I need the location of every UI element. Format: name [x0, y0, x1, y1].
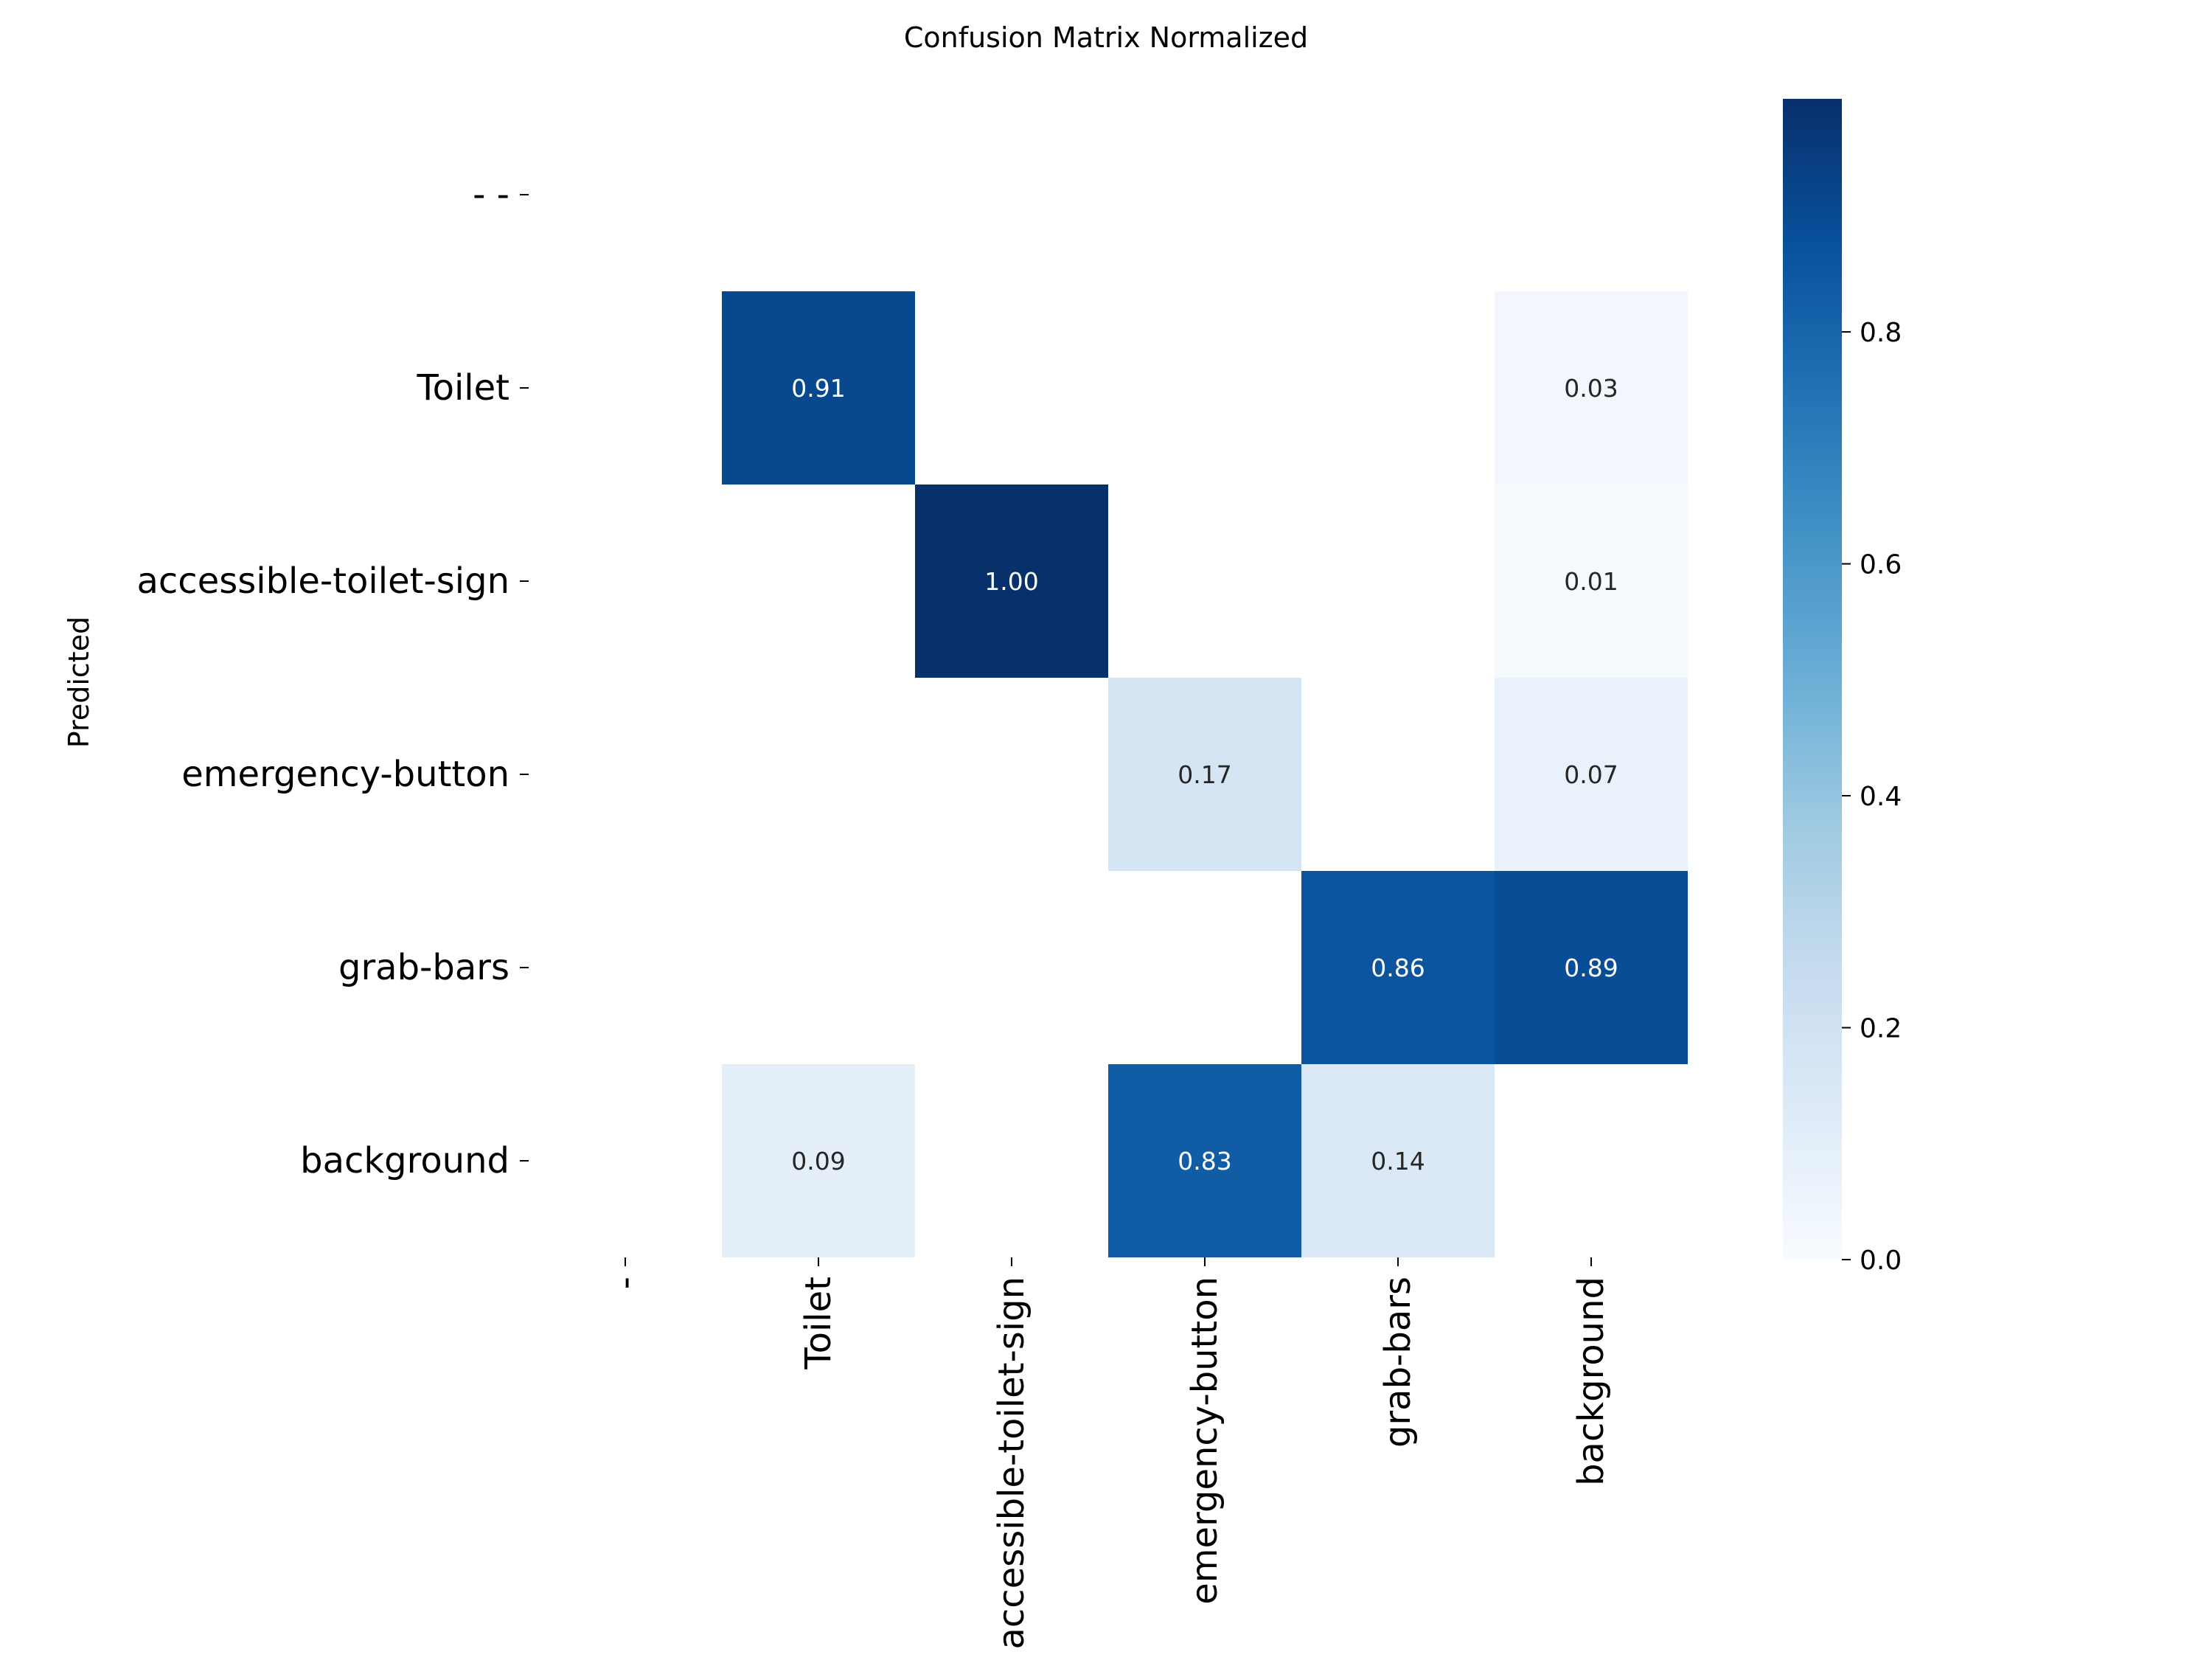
cell-value-label: 1.00: [984, 567, 1038, 596]
heatmap-cell: [1108, 678, 1301, 871]
y-tick-label: accessible-toilet-sign: [137, 560, 510, 602]
x-axis-ticks: - Toilet accessible-toilet-sign emergency-b…: [605, 1257, 1612, 1650]
x-tick-label: background: [1571, 1277, 1612, 1486]
cell-value-label: 0.17: [1178, 760, 1231, 789]
cell-value-label: 0.07: [1564, 760, 1618, 789]
cell-value-label: 0.09: [791, 1147, 845, 1176]
y-tick-label: - -: [473, 174, 509, 215]
heatmap-cell: [1495, 871, 1688, 1064]
heatmap-cell: [1495, 485, 1688, 678]
x-tick-label: grab-bars: [1377, 1277, 1419, 1448]
heatmap-cell: [722, 291, 915, 485]
chart-title: Confusion Matrix Normalized: [904, 21, 1308, 54]
colorbar-tick-label: 0.6: [1860, 550, 1902, 580]
heatmap-cell: [1301, 1064, 1495, 1257]
x-tick-label: accessible-toilet-sign: [991, 1277, 1032, 1650]
y-tick-label: background: [300, 1140, 509, 1181]
y-tick-label: grab-bars: [338, 947, 509, 988]
cell-value-label: 0.86: [1371, 954, 1425, 982]
x-tick-label: Toilet: [798, 1277, 839, 1370]
colorbar-tick-label: 0.8: [1860, 318, 1902, 348]
x-tick-label: -: [605, 1277, 646, 1289]
x-tick-label: emergency-button: [1184, 1277, 1225, 1605]
y-axis-ticks: - - Toilet accessible-toilet-sign emergency…: [137, 174, 529, 1181]
cell-value-label: 0.89: [1564, 954, 1618, 982]
colorbar-gradient: [1783, 99, 1842, 1260]
colorbar-tick-label: 0.4: [1860, 782, 1902, 812]
cell-value-label: 0.91: [791, 374, 845, 403]
heatmap-cell: [915, 485, 1108, 678]
heatmap-cell: [1495, 678, 1688, 871]
heatmap-cell: [722, 1064, 915, 1257]
heatmap-cell: [1495, 291, 1688, 485]
cell-value-label: 0.83: [1178, 1147, 1231, 1176]
cell-value-label: 0.14: [1371, 1147, 1425, 1176]
colorbar-tick-label: 0.0: [1860, 1246, 1902, 1276]
heatmap-cell: [1108, 1064, 1301, 1257]
heatmap-cell: [1301, 871, 1495, 1064]
cell-value-label: 0.03: [1564, 374, 1618, 403]
y-tick-label: emergency-button: [181, 754, 509, 795]
colorbar: 0.0 0.2 0.4 0.6 0.8: [1783, 99, 1902, 1276]
cell-value-label: 0.01: [1564, 567, 1618, 596]
y-tick-label: Toilet: [416, 367, 509, 409]
heatmap-cells: 0.91 0.03 1.00 0.01 0.17 0.07 0.86 0.89 0.09 0.83…: [722, 291, 1688, 1257]
colorbar-tick-label: 0.2: [1860, 1014, 1902, 1044]
y-axis-label: Predicted: [63, 617, 95, 748]
